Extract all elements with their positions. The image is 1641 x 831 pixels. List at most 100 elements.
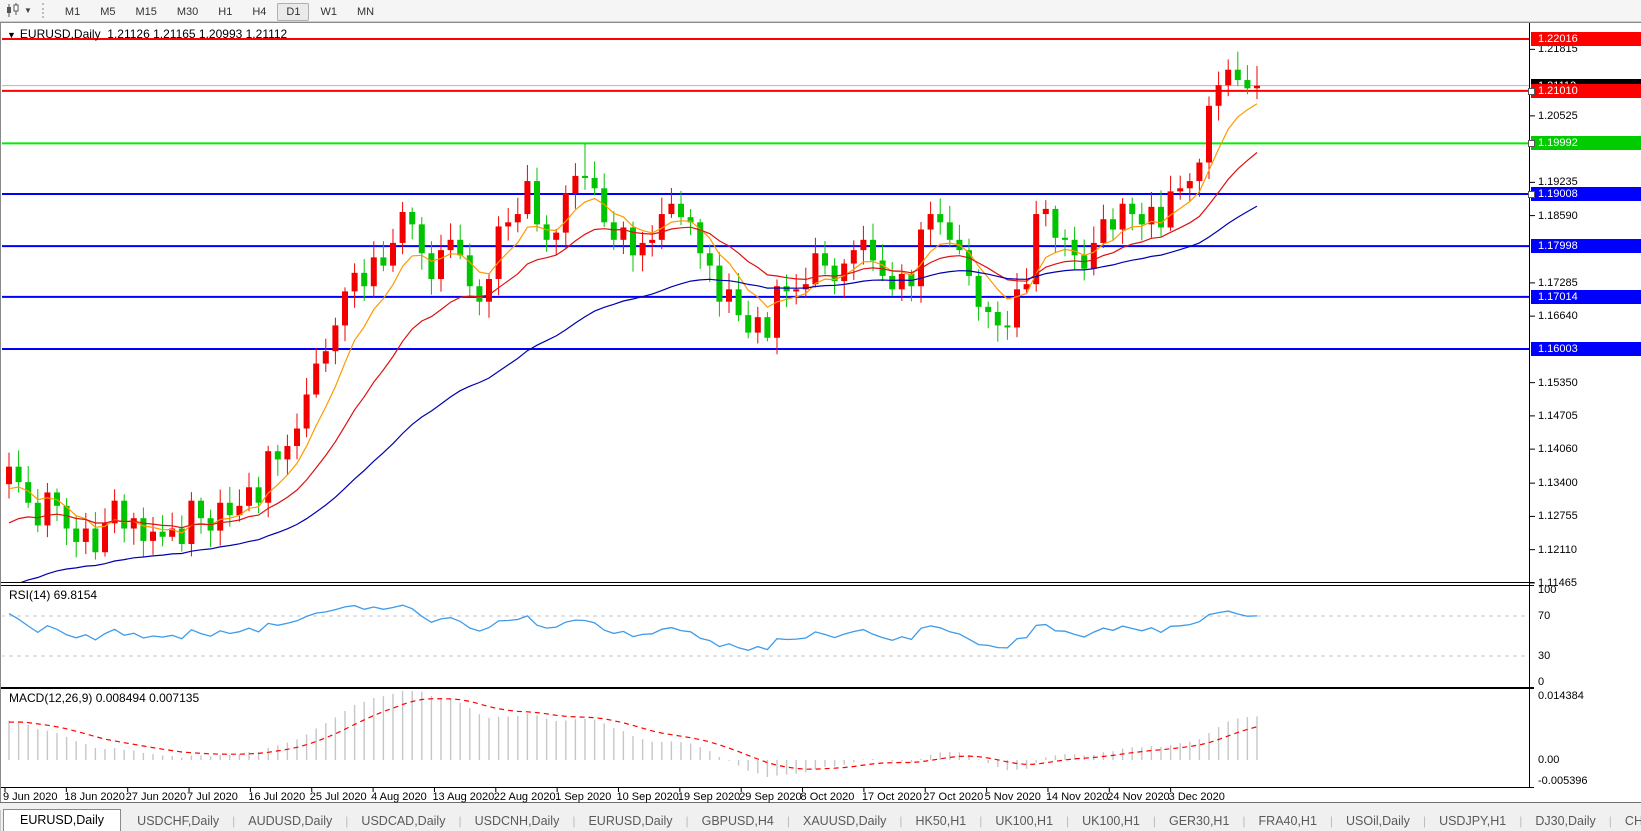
candle-body xyxy=(111,500,118,524)
chart-canvas[interactable] xyxy=(1,23,1641,803)
candle-body xyxy=(1158,206,1164,228)
timeframe-buttons: M1 M5 M15 M30 H1 H4 D1 W1 MN xyxy=(55,2,384,21)
candle-body xyxy=(1234,69,1241,81)
tab-xauusd-daily[interactable]: XAUUSD,Daily xyxy=(803,814,887,828)
candle-body xyxy=(370,257,377,287)
candle-body xyxy=(466,255,473,287)
tab-eurusd-daily[interactable]: EURUSD,Daily xyxy=(588,814,673,828)
price-axis-tick-label: 1.18590 xyxy=(1538,209,1578,222)
date-axis-label: 18 Jun 2020 xyxy=(64,791,125,803)
price-axis-tick-label: 1.15350 xyxy=(1538,376,1578,389)
chart-window[interactable]: ▼ EURUSD,Daily 1.21126 1.21165 1.20993 1.… xyxy=(0,22,1641,803)
macd-label: MACD(12,26,9) 0.008494 0.007135 xyxy=(9,691,200,705)
rsi-panel[interactable] xyxy=(1,604,1529,657)
candle-body xyxy=(572,175,579,194)
tab-uk100-h1[interactable]: UK100,H1 xyxy=(995,814,1054,828)
tab-separator: | xyxy=(786,814,790,828)
level-price-badge: 1.19992 xyxy=(1528,136,1641,151)
level-price-badge: 1.21010 xyxy=(1528,83,1641,98)
candle-body xyxy=(860,239,867,251)
candle-body xyxy=(178,528,185,544)
tab-separator: | xyxy=(1608,814,1612,828)
candle-body xyxy=(966,250,972,276)
tab-fra40-h1[interactable]: FRA40,H1 xyxy=(1258,814,1317,828)
level-price-badge: 1.22016 xyxy=(1531,32,1641,46)
tab-eurusd-daily[interactable]: EURUSD,Daily xyxy=(3,809,122,831)
timeframe-button-w1[interactable]: W1 xyxy=(320,5,337,18)
candle-body xyxy=(1138,214,1145,225)
candle-body xyxy=(1090,242,1097,269)
line-anchor-icon[interactable] xyxy=(1528,87,1535,95)
candle-body xyxy=(322,351,329,364)
tab-ger30-h1[interactable]: GER30,H1 xyxy=(1168,814,1230,828)
candle-body xyxy=(937,214,944,223)
candle-body xyxy=(255,487,262,503)
tab-separator: | xyxy=(232,814,236,828)
timeframe-button-h4[interactable]: H4 xyxy=(252,5,267,18)
tab-dj30-daily[interactable]: DJ30,Daily xyxy=(1535,814,1596,828)
timeframe-button-m5[interactable]: M5 xyxy=(100,5,116,18)
tab-usoil-daily[interactable]: USOil,Daily xyxy=(1346,814,1410,828)
candle-body xyxy=(159,531,166,537)
candle-body xyxy=(447,239,454,251)
candle-body xyxy=(1129,203,1136,215)
price-axis-tick-label: 1.14060 xyxy=(1538,443,1578,456)
tab-audusd-daily[interactable]: AUDUSD,Daily xyxy=(248,814,333,828)
candle-body xyxy=(294,428,300,447)
tab-usdcnh-daily[interactable]: USDCNH,Daily xyxy=(474,814,560,828)
chevron-down-icon[interactable]: ▼ xyxy=(7,30,16,40)
candle-body xyxy=(927,214,934,230)
candle-body xyxy=(495,226,502,280)
macd-signal-line xyxy=(8,698,1258,770)
candlestick-chart-icon[interactable] xyxy=(5,3,23,18)
candle-body xyxy=(342,291,348,326)
rsi-axis-tick-label: 100 xyxy=(1538,584,1557,596)
candle-body xyxy=(822,253,828,266)
main-price-panel[interactable] xyxy=(1,38,1529,588)
tab-china300-h1[interactable]: CHINA300,H1 xyxy=(1624,814,1641,828)
tab-usdjpy-h1[interactable]: USDJPY,H1 xyxy=(1439,814,1507,828)
price-axis-tick-label: 1.13400 xyxy=(1538,477,1578,490)
timeframe-button-m15[interactable]: M15 xyxy=(135,5,157,18)
price-axis-tick-label: 1.17285 xyxy=(1538,276,1578,289)
macd-panel[interactable] xyxy=(8,691,1258,777)
timeframe-button-m1[interactable]: M1 xyxy=(64,5,81,18)
date-axis-label: 25 Jul 2020 xyxy=(309,791,367,803)
tab-usdchf-daily[interactable]: USDCHF,Daily xyxy=(137,814,220,828)
candle-body xyxy=(303,394,310,429)
tab-hk50-h1[interactable]: HK50,H1 xyxy=(915,814,967,828)
level-price-badge: 1.17998 xyxy=(1531,239,1641,254)
candle-body xyxy=(543,224,550,240)
tab-separator: | xyxy=(1066,814,1070,828)
candle-body xyxy=(1244,80,1251,89)
price-axis-tick-label: 1.14705 xyxy=(1538,409,1578,422)
rsi-axis-tick-label: 0 xyxy=(1538,676,1545,688)
tab-gbpusd-h4[interactable]: GBPUSD,H4 xyxy=(701,814,774,828)
line-anchor-icon[interactable] xyxy=(1528,140,1535,148)
tab-separator: | xyxy=(345,814,349,828)
date-axis-label: 3 Dec 2020 xyxy=(1168,791,1225,803)
tabs: EURUSD,Daily | USDCHF,Daily | AUDUSD,Daily | U… xyxy=(3,809,1641,831)
candle-body xyxy=(1177,188,1184,192)
candle-body xyxy=(457,239,464,256)
candle-body xyxy=(313,363,320,395)
candle-body xyxy=(130,518,137,529)
level-price-badge: 1.16003 xyxy=(1531,341,1641,356)
timeframe-button-mn[interactable]: MN xyxy=(356,5,375,18)
candle-body xyxy=(726,289,732,302)
candle-body xyxy=(918,229,924,287)
candle-body xyxy=(793,289,800,292)
candle-body xyxy=(591,177,598,189)
candle-body xyxy=(994,312,1001,326)
candle-body xyxy=(409,212,416,225)
tab-usdcad-daily[interactable]: USDCAD,Daily xyxy=(361,814,446,828)
timeframe-button-h1[interactable]: H1 xyxy=(218,5,233,18)
chevron-down-icon[interactable]: ▼ xyxy=(24,6,32,15)
timeframe-button-d1[interactable]: D1 xyxy=(277,2,310,21)
candle-body xyxy=(716,265,723,302)
timeframe-button-m30[interactable]: M30 xyxy=(176,5,199,18)
line-anchor-icon[interactable] xyxy=(1528,191,1535,199)
price-axis-tick-label: 1.21815 xyxy=(1538,43,1578,56)
tab-uk100-h1[interactable]: UK100,H1 xyxy=(1082,814,1140,828)
candle-body xyxy=(217,502,224,531)
